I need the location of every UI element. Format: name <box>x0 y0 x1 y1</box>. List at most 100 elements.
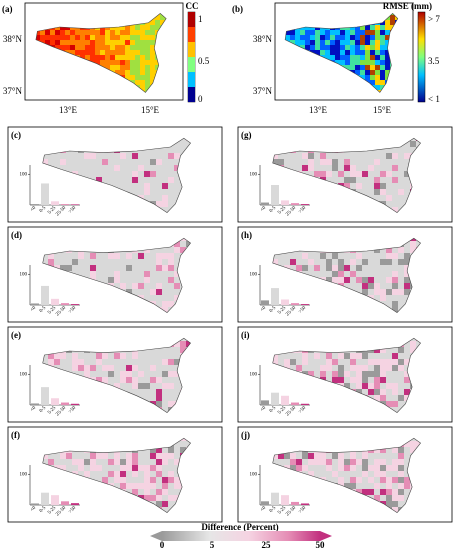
map-cell <box>85 40 91 46</box>
map-cell <box>398 283 405 290</box>
map-cell <box>120 15 126 21</box>
map-cell <box>100 30 106 36</box>
map-cell <box>345 45 351 51</box>
map-cell <box>84 271 91 278</box>
map-cell <box>114 477 121 484</box>
bar <box>61 501 69 505</box>
map-cell <box>345 20 351 26</box>
map-cell <box>120 40 126 46</box>
map-cell <box>386 247 393 254</box>
map-cell <box>404 453 411 460</box>
map-cell <box>365 30 371 36</box>
map-cell <box>356 283 363 290</box>
map-cell <box>326 153 333 160</box>
map-cell <box>138 389 145 396</box>
x-tick-label: 5-25 <box>47 205 57 215</box>
map-cell <box>345 55 351 61</box>
map-cell <box>404 165 411 172</box>
map-cell <box>138 265 145 272</box>
map-cell <box>386 359 393 366</box>
map-cell <box>132 165 139 172</box>
map-cell <box>115 85 121 91</box>
map-cell <box>392 277 399 284</box>
map-cell <box>110 60 116 66</box>
map-cell <box>355 35 361 41</box>
map-cell <box>330 13 336 16</box>
map-cell <box>120 477 127 484</box>
map-cell <box>174 483 181 490</box>
map-cell <box>60 90 66 93</box>
map-cell <box>174 153 181 160</box>
map-cell <box>145 15 151 21</box>
map-cell <box>375 40 381 46</box>
map-cell <box>50 13 56 16</box>
map-cell <box>160 40 166 46</box>
map-cell <box>102 159 109 166</box>
map-cell <box>368 177 375 184</box>
map-cell <box>290 353 297 360</box>
map-cell <box>295 80 301 86</box>
map-cell <box>55 75 61 81</box>
map-cell <box>290 70 296 76</box>
map-cell <box>325 80 331 86</box>
x-tick-label: <0 <box>260 405 268 413</box>
map-cell <box>360 55 366 61</box>
colorbar-step <box>188 72 195 87</box>
map-cell <box>95 75 101 81</box>
map-cell <box>30 50 35 55</box>
map-cell <box>295 75 301 81</box>
map-cell <box>296 265 303 272</box>
map-cell <box>126 153 133 160</box>
map-cell <box>392 465 399 472</box>
map-cells <box>285 13 410 95</box>
map-cell <box>395 80 398 86</box>
map-cell <box>350 35 356 41</box>
map-cell <box>102 253 109 260</box>
map-cell <box>45 90 51 93</box>
map-cell <box>305 70 311 76</box>
map-cell <box>120 65 126 71</box>
map-cell <box>332 265 339 272</box>
map-cell <box>356 277 363 284</box>
map-cell <box>405 15 410 20</box>
map-cell <box>150 453 157 460</box>
map-cell <box>160 80 166 86</box>
map-cell <box>305 90 311 93</box>
map-cell <box>374 389 381 396</box>
map-cell <box>332 453 339 460</box>
map-cell <box>114 471 121 478</box>
legend-bar <box>162 531 320 541</box>
map-cell <box>30 55 35 60</box>
map-cell <box>145 55 151 61</box>
map-cell <box>404 441 411 448</box>
map-cell <box>84 259 91 266</box>
map-cell <box>100 40 106 46</box>
map-cell <box>356 489 363 496</box>
map-cell <box>114 159 121 166</box>
map-cell <box>72 265 79 272</box>
map-cell <box>65 45 71 51</box>
map-cell <box>400 30 405 35</box>
map-cell <box>344 253 351 260</box>
map-cell <box>345 15 351 21</box>
map-cell <box>144 289 151 296</box>
map-cell <box>174 183 181 190</box>
map-cell <box>335 15 341 21</box>
map-cell <box>45 75 51 81</box>
map-cell <box>296 165 303 172</box>
map-cell <box>78 465 85 472</box>
map-cell <box>330 65 336 71</box>
map-cell <box>40 45 46 51</box>
map-cell <box>400 90 405 95</box>
map-cell <box>156 347 163 354</box>
map-cell <box>344 377 351 384</box>
y-tick-label: 100 <box>250 372 258 377</box>
map-cell <box>114 171 121 178</box>
map-cell <box>40 35 46 41</box>
map-cell <box>344 259 351 266</box>
map-cell <box>338 177 345 184</box>
map-cell <box>156 489 163 496</box>
map-cell <box>374 195 381 202</box>
map-cell <box>290 453 297 460</box>
map-cell <box>326 171 333 178</box>
